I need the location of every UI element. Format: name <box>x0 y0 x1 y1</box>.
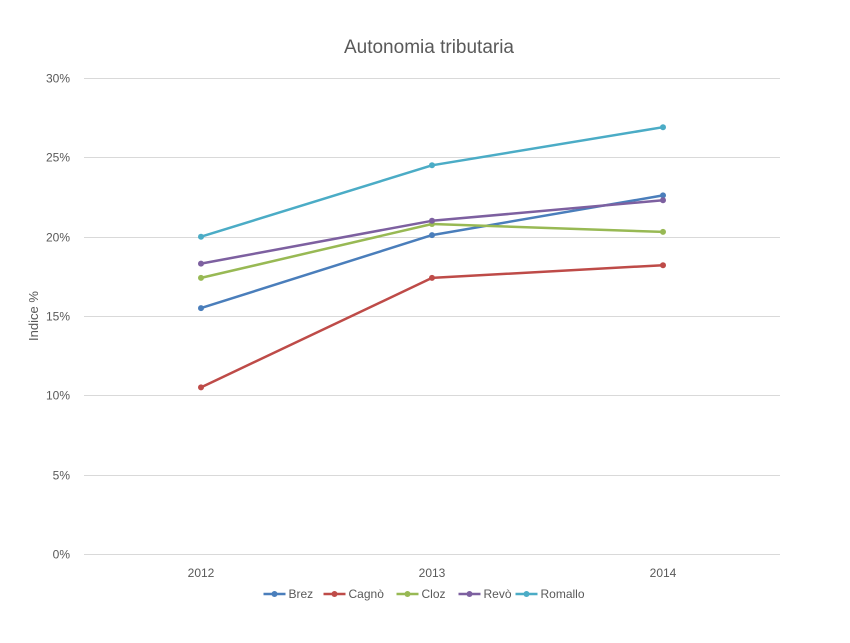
data-point <box>429 217 435 224</box>
data-point <box>198 233 204 240</box>
data-point <box>198 260 204 267</box>
legend-label: Romallo <box>541 587 585 601</box>
legend-marker <box>523 591 530 597</box>
y-tick-label: 5% <box>53 469 71 483</box>
y-tick-label: 0% <box>53 548 71 562</box>
legend-item: Brez <box>263 587 314 601</box>
legend-label: Cloz <box>422 587 446 601</box>
legend-label: Revò <box>484 587 512 601</box>
series-lines <box>198 124 666 391</box>
series-line <box>199 198 665 265</box>
data-point <box>198 274 204 281</box>
y-tick-label: 30% <box>46 72 70 86</box>
data-point <box>660 197 666 204</box>
gridlines <box>84 78 780 555</box>
data-point <box>660 124 666 131</box>
legend-label: Brez <box>289 587 314 601</box>
y-axis-ticks: 0% 5% 10% 15% 20% 25% 30% <box>46 72 70 562</box>
y-tick-label: 15% <box>46 310 70 324</box>
data-point <box>660 192 666 199</box>
data-point <box>660 262 666 269</box>
x-tick-label: 2014 <box>650 566 677 580</box>
data-point <box>198 384 204 391</box>
data-point <box>429 274 435 281</box>
legend-marker <box>331 591 338 597</box>
x-axis-ticks: 2012 2013 2014 <box>188 566 677 580</box>
y-tick-label: 25% <box>46 151 70 165</box>
series-romallo <box>198 124 666 240</box>
legend: Brez Cagnò Cloz Revò Romallo <box>263 587 585 601</box>
y-tick-label: 10% <box>46 389 70 403</box>
series-line <box>199 263 665 389</box>
y-axis-label: Indice % <box>26 291 41 341</box>
series-rev- <box>198 197 666 267</box>
legend-item: Cloz <box>396 587 446 601</box>
series-cagn- <box>198 262 666 391</box>
legend-marker <box>466 591 473 597</box>
legend-item: Cagnò <box>323 587 385 601</box>
data-point <box>429 162 435 169</box>
y-tick-label: 20% <box>46 231 70 245</box>
chart-title: Autonomia tributaria <box>344 37 514 58</box>
legend-label: Cagnò <box>349 587 385 601</box>
series-brez <box>198 192 666 312</box>
x-tick-label: 2012 <box>188 566 215 580</box>
x-tick-label: 2013 <box>419 566 446 580</box>
data-point <box>198 305 204 312</box>
data-point <box>660 228 666 235</box>
legend-item: Revò <box>458 587 512 601</box>
data-point <box>429 232 435 239</box>
legend-marker <box>271 591 278 597</box>
legend-item: Romallo <box>515 587 585 601</box>
legend-marker <box>404 591 411 597</box>
